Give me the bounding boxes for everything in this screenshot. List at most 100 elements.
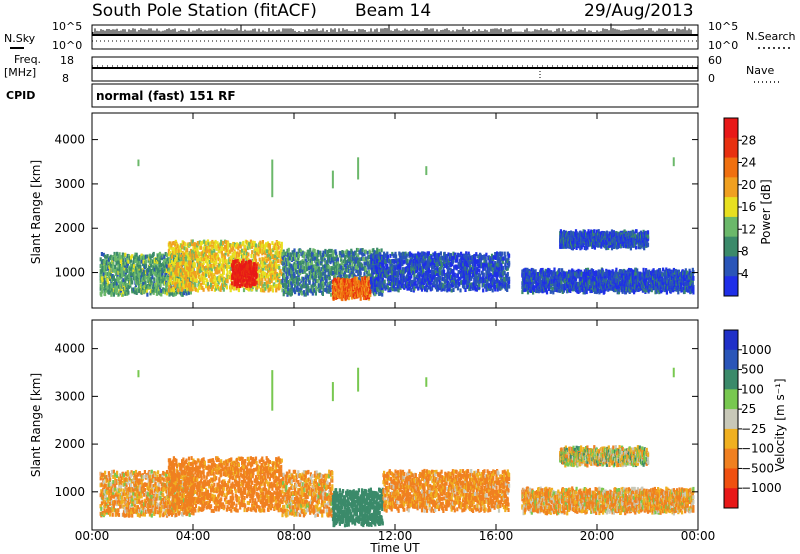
heatmap-cell <box>168 292 171 297</box>
heatmap-cell <box>222 241 225 245</box>
heatmap-cell <box>273 254 276 258</box>
heatmap-cell <box>263 274 266 279</box>
heatmap-cell <box>256 262 259 266</box>
heatmap-cell <box>318 266 321 271</box>
heatmap-cell <box>112 262 115 266</box>
heatmap-cell <box>104 288 107 293</box>
heatmap-cell <box>145 275 148 279</box>
heatmap-cell <box>172 261 175 266</box>
heatmap-cell <box>458 281 461 286</box>
heatmap-cell <box>203 280 206 285</box>
heatmap-cell <box>277 245 280 250</box>
heatmap-cell <box>121 255 124 260</box>
heatmap-cell <box>179 277 182 282</box>
heatmap-cell <box>182 279 186 284</box>
heatmap-cell <box>249 239 252 244</box>
heatmap-cell <box>354 251 357 256</box>
heatmap-cell <box>108 264 111 269</box>
heatmap-cell <box>184 271 187 276</box>
heatmap-cell <box>237 288 240 293</box>
heatmap-cell <box>223 246 226 251</box>
heatmap-cell <box>189 248 192 253</box>
heatmap-cell <box>232 253 235 258</box>
heatmap-cell <box>193 249 196 254</box>
heatmap-cell <box>277 278 280 283</box>
heatmap-cell <box>111 265 114 270</box>
heatmap-cell <box>267 257 270 262</box>
heatmap-cell <box>225 248 228 253</box>
heatmap-cell <box>359 296 362 301</box>
heatmap-cell <box>184 263 187 268</box>
heatmap-cell <box>206 255 210 259</box>
heatmap-cell <box>263 244 266 249</box>
heatmap-cell <box>111 290 114 295</box>
heatmap-cell <box>181 252 184 257</box>
heatmap-cell <box>230 281 234 286</box>
heatmap-cell <box>108 272 111 277</box>
nsky-trace <box>92 23 698 42</box>
heatmap-cell <box>187 270 190 275</box>
heatmap-cell <box>244 244 247 249</box>
heatmap-cell <box>274 273 277 278</box>
heatmap-cell <box>453 272 456 277</box>
heatmap-cell <box>147 284 150 289</box>
heatmap-cell <box>220 239 223 244</box>
chart-title: South Pole Station (fitACF) <box>92 1 317 21</box>
heatmap-cell <box>109 275 112 280</box>
heatmap-cell <box>257 252 260 257</box>
heatmap-cell <box>172 288 175 293</box>
heatmap-cell <box>268 246 271 251</box>
heatmap-cell <box>362 257 365 262</box>
heatmap-cell <box>123 278 126 282</box>
heatmap-cell <box>116 281 119 286</box>
heatmap-cell <box>201 266 204 271</box>
heatmap-cell <box>465 261 468 266</box>
heatmap-cell <box>181 282 184 287</box>
heatmap-cell <box>218 278 222 283</box>
heatmap-cell <box>155 285 158 290</box>
heatmap-cell <box>107 290 110 295</box>
heatmap-cell <box>191 239 194 244</box>
heatmap-cell <box>260 288 263 293</box>
heatmap-cell <box>203 272 206 277</box>
heatmap-cell <box>270 270 273 275</box>
heatmap-cell <box>161 272 164 277</box>
heatmap-cell <box>139 264 142 269</box>
heatmap-cell <box>376 259 379 264</box>
heatmap-cell <box>148 285 151 290</box>
heatmap-cell <box>427 251 430 256</box>
heatmap-cell <box>242 240 245 245</box>
heatmap-cell <box>220 267 223 272</box>
heatmap-cell <box>224 249 227 253</box>
heatmap-cell <box>277 259 280 264</box>
heatmap-cell <box>112 256 115 261</box>
heatmap-cell <box>192 284 195 289</box>
heatmap-cell <box>332 256 335 261</box>
heatmap-cell <box>251 250 254 255</box>
heatmap-cell <box>181 279 184 284</box>
heatmap-cell <box>260 260 263 265</box>
heatmap-cell <box>270 267 273 272</box>
heatmap-cell <box>194 287 198 292</box>
heatmap-cell <box>264 260 267 265</box>
heatmap-cell <box>117 264 121 269</box>
heatmap-cell <box>114 268 117 273</box>
heatmap-cell <box>165 253 169 258</box>
heatmap-cell <box>177 275 180 280</box>
heatmap-cell <box>199 282 203 287</box>
heatmap-cell <box>376 253 379 258</box>
heatmap-cell <box>207 267 210 272</box>
heatmap-cell <box>239 249 242 254</box>
heatmap-cell <box>406 258 409 263</box>
heatmap-cell <box>198 240 201 245</box>
heatmap-cell <box>344 254 347 259</box>
heatmap-cell <box>229 266 232 271</box>
heatmap-cell <box>306 267 309 272</box>
heatmap-cell <box>116 268 119 273</box>
heatmap-cell <box>165 291 169 296</box>
heatmap-cell <box>152 264 155 269</box>
heatmap-cell <box>182 268 186 273</box>
heatmap-cell <box>149 291 152 296</box>
heatmap-cell <box>203 276 206 281</box>
